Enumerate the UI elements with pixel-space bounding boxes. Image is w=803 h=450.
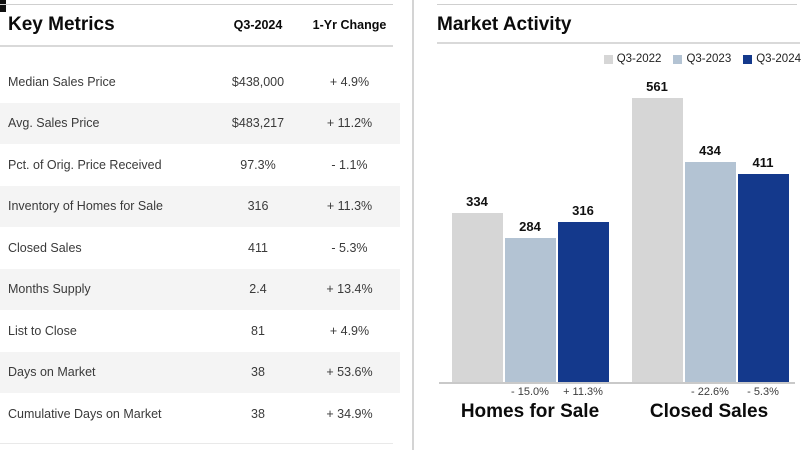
column-header-1yr-change: 1-Yr Change [312,18,387,32]
change-label [631,386,683,398]
metric-change: + 4.9% [329,74,370,89]
bar [504,238,556,382]
bar-chart: 334 284 316 561 434 411 [451,79,789,382]
table-row: Days on Market 38 + 53.6% [0,351,400,393]
change-labels-row: - 15.0% + 11.3% - 22.6% - 5.3% [451,386,789,398]
title-rule [437,42,800,44]
market-activity-panel: Market Activity Q3-2022 Q3-2023 Q3-2024 33… [437,0,803,450]
metric-label: List to Close [8,323,77,338]
metric-value: 411 [248,240,268,255]
column-header-q3-2024: Q3-2024 [233,18,283,32]
bar-wrapper: 411 [737,155,789,382]
legend-swatch-icon [673,54,683,64]
bottom-rule [0,443,393,444]
key-metrics-panel: Key Metrics Q3-2024 1-Yr Change Median S… [0,0,400,450]
category-labels-row: Homes for Sale Closed Sales [451,401,788,423]
top-rule [437,4,797,5]
metric-value: 38 [251,365,265,380]
metric-label: Months Supply [8,282,91,297]
legend-item: Q3-2023 [673,53,731,65]
top-rule [0,4,393,5]
metric-label: Inventory of Homes for Sale [8,199,163,214]
metric-change: + 4.9% [329,323,370,338]
category-label: Closed Sales [649,401,769,422]
legend-swatch-icon [603,54,613,64]
bar-wrapper: 316 [557,203,609,382]
metric-change: + 53.6% [326,365,373,380]
x-axis-line [439,382,795,384]
panel-divider [412,0,414,450]
bar-group: 334 284 316 [451,194,609,382]
bar [451,213,503,382]
change-label-group: - 15.0% + 11.3% [451,386,609,398]
metric-value: 97.3% [240,157,276,172]
table-row: Months Supply 2.4 + 13.4% [0,268,400,310]
metric-label: Pct. of Orig. Price Received [8,157,162,172]
bar [684,162,736,382]
metric-label: Days on Market [8,365,96,380]
bar-value-label: 334 [466,194,488,209]
metric-change: + 13.4% [326,282,373,297]
table-row: Median Sales Price $438,000 + 4.9% [0,61,400,103]
change-label: - 15.0% [511,386,549,398]
bar-wrapper: 561 [631,79,683,382]
bar-value-label: 284 [519,219,541,234]
legend-label: Q3-2024 [756,53,801,65]
legend-item: Q3-2024 [743,53,801,65]
metric-change: - 1.1% [331,157,368,172]
bar-value-label: 316 [572,203,594,218]
market-activity-title: Market Activity [437,14,572,35]
bar-value-label: 411 [752,155,774,170]
bar-wrapper: 434 [684,143,736,382]
bar [631,98,683,382]
change-label: - 22.6% [691,386,729,398]
legend-label: Q3-2022 [616,53,662,65]
key-metrics-rows: Median Sales Price $438,000 + 4.9% Avg. … [0,61,400,435]
metric-value: 38 [251,406,265,421]
metric-change: + 34.9% [326,406,373,421]
bar-group: 561 434 411 [631,79,789,382]
table-row: Inventory of Homes for Sale 316 + 11.3% [0,185,400,227]
chart-legend: Q3-2022 Q3-2023 Q3-2024 [603,53,801,65]
change-label [451,386,503,398]
table-row: Closed Sales 411 - 5.3% [0,227,400,269]
change-label: - 5.3% [747,386,779,398]
table-row: List to Close 81 + 4.9% [0,310,400,352]
bar-wrapper: 334 [451,194,503,382]
metric-label: Closed Sales [8,240,82,255]
table-row: Cumulative Days on Market 38 + 34.9% [0,393,400,435]
metric-value: 2.4 [249,282,267,297]
metric-label: Avg. Sales Price [8,116,100,131]
metric-value: 316 [247,199,269,214]
metric-label: Median Sales Price [8,74,116,89]
bar [737,174,789,382]
header-rule [0,45,393,47]
change-label: + 11.3% [563,386,603,398]
table-row: Pct. of Orig. Price Received 97.3% - 1.1… [0,144,400,186]
metric-value: 81 [251,323,265,338]
metric-change: - 5.3% [331,240,368,255]
change-label-group: - 22.6% - 5.3% [631,386,789,398]
metric-value: $438,000 [231,74,285,89]
category-label: Homes for Sale [460,401,600,422]
legend-label: Q3-2023 [686,53,732,65]
legend-item: Q3-2022 [603,53,662,65]
bar [557,222,609,382]
bar-value-label: 561 [646,79,668,94]
bar-wrapper: 284 [504,219,556,382]
bar-value-label: 434 [699,143,721,158]
key-metrics-header: Key Metrics Q3-2024 1-Yr Change [0,5,400,45]
metric-value: $483,217 [231,116,285,131]
metric-label: Cumulative Days on Market [8,406,162,421]
corner-mark [0,0,6,12]
metric-change: + 11.2% [326,116,373,131]
metric-change: + 11.3% [326,199,373,214]
legend-swatch-icon [743,54,753,64]
key-metrics-title: Key Metrics [8,14,115,35]
table-row: Avg. Sales Price $483,217 + 11.2% [0,102,400,144]
